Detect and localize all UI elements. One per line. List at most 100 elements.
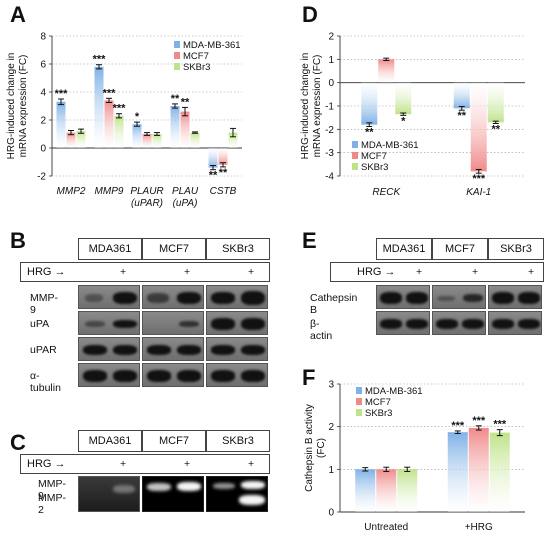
y-tick-label: 0 bbox=[328, 78, 334, 89]
bar bbox=[395, 82, 412, 115]
y-tick-label: 0 bbox=[328, 508, 334, 519]
blot-b-hrg-label: HRG → bbox=[27, 266, 66, 278]
blot-b-lane-mcf7: MCF7 bbox=[142, 238, 206, 260]
legend-label: MDA-MB-361 bbox=[361, 140, 419, 151]
bar bbox=[152, 134, 162, 148]
significance-label: ** bbox=[209, 170, 218, 182]
panel-letter-d: D bbox=[302, 2, 318, 27]
blot-e-strip bbox=[432, 285, 486, 309]
blot-e-plus-2: + bbox=[472, 266, 479, 278]
blot-c-plus-1: + bbox=[120, 458, 127, 470]
significance-label: * bbox=[401, 115, 406, 127]
legend-swatch bbox=[352, 152, 358, 159]
blot-c-plus-3: + bbox=[248, 458, 255, 470]
category-label: MMP2 bbox=[57, 186, 86, 197]
y-tick-label: 2 bbox=[40, 116, 46, 127]
blot-c-hrg-label: HRG → bbox=[27, 458, 66, 470]
significance-label: *** bbox=[113, 103, 127, 115]
blot-c-row-mmp2: MMP-2 bbox=[38, 492, 66, 516]
blot-e-lane-mda361: MDA361 bbox=[376, 238, 432, 260]
significance-label: ** bbox=[219, 167, 228, 179]
blot-b-strip bbox=[142, 363, 204, 387]
blot-b-strip bbox=[78, 285, 140, 309]
blot-c-strip bbox=[142, 476, 204, 512]
bar bbox=[76, 131, 86, 148]
category-label: KAI-1 bbox=[466, 187, 491, 198]
bar bbox=[56, 101, 66, 148]
y-axis-label: HRG-induced change in bbox=[6, 53, 17, 160]
panel-letter-e: E bbox=[302, 228, 317, 253]
y-axis-label: mRNA expression (FC) bbox=[312, 55, 323, 158]
legend-label: MDA-MB-361 bbox=[365, 386, 423, 397]
significance-label: ** bbox=[457, 110, 466, 122]
significance-label: ** bbox=[365, 127, 374, 139]
legend-swatch bbox=[352, 163, 358, 170]
significance-label: *** bbox=[103, 87, 117, 99]
y-tick-label: 1 bbox=[328, 55, 334, 66]
significance-label: * bbox=[135, 111, 140, 123]
blot-b-plus-3: + bbox=[248, 266, 255, 278]
legend-swatch bbox=[356, 409, 362, 416]
significance-label: *** bbox=[472, 415, 486, 427]
blot-b-strip bbox=[206, 337, 268, 361]
category-label: Untreated bbox=[364, 522, 408, 533]
bar bbox=[180, 111, 190, 148]
legend-label: MCF7 bbox=[365, 397, 391, 408]
bar bbox=[114, 115, 124, 148]
blot-c-lane-mda361: MDA361 bbox=[78, 430, 142, 452]
blot-e-hrg-label: HRG → bbox=[357, 266, 396, 278]
blot-b-row-tubulin: α-tubulin bbox=[30, 370, 61, 394]
category-label: MMP9 bbox=[95, 186, 124, 197]
category-label: CSTB bbox=[210, 186, 237, 197]
significance-label: *** bbox=[451, 420, 465, 432]
blot-b-strip bbox=[206, 363, 268, 387]
chart-d-mrna-expression: -4 -3 -2 -1 0 1 2 HRG-induced change in mRNA exp… bbox=[300, 32, 525, 198]
category-label: PLAUR bbox=[130, 186, 163, 197]
bar bbox=[142, 134, 152, 148]
legend-label: MCF7 bbox=[361, 151, 387, 162]
bar bbox=[228, 132, 238, 148]
legend-label: SKBr3 bbox=[365, 408, 392, 419]
bar bbox=[376, 469, 397, 512]
blot-e-hrg-row: HRG → bbox=[330, 262, 544, 282]
blot-b-lane-mda361: MDA361 bbox=[78, 238, 142, 260]
y-tick-label: 8 bbox=[40, 32, 46, 43]
y-tick-label: -3 bbox=[325, 148, 334, 159]
panel-letter-b: B bbox=[10, 228, 26, 253]
bar bbox=[104, 100, 114, 148]
blot-c-hrg-row: HRG → bbox=[20, 454, 270, 474]
blot-e-lane-mcf7: MCF7 bbox=[432, 238, 488, 260]
blot-b-hrg-row: HRG → bbox=[20, 262, 270, 282]
bar bbox=[453, 82, 470, 109]
legend-label: MDA-MB-361 bbox=[183, 40, 241, 51]
blot-e-strip bbox=[488, 311, 542, 335]
significance-label: *** bbox=[472, 173, 486, 185]
y-tick-label: -4 bbox=[325, 172, 334, 183]
chart-a-mrna-expression: -2 0 2 4 6 8 HRG-induced change in mRNA express… bbox=[6, 32, 242, 209]
y-tick-label: 0 bbox=[40, 144, 46, 155]
panel-letter-f: F bbox=[302, 365, 316, 390]
y-tick-label: 6 bbox=[40, 60, 46, 71]
y-tick-label: -2 bbox=[37, 172, 46, 183]
bar bbox=[132, 124, 142, 148]
category-label: (uPA) bbox=[173, 198, 198, 209]
bar bbox=[218, 148, 228, 165]
bar bbox=[94, 66, 104, 148]
y-tick-label: 1 bbox=[328, 465, 334, 476]
legend-label: SKBr3 bbox=[183, 62, 210, 73]
bar bbox=[208, 148, 218, 168]
bar bbox=[66, 132, 76, 148]
category-label: (uPAR) bbox=[131, 198, 163, 209]
category-label: +HRG bbox=[465, 522, 493, 533]
blot-b-strip bbox=[142, 337, 204, 361]
y-tick-label: -2 bbox=[325, 125, 334, 136]
blot-b-row-mmp9: MMP-9 bbox=[30, 292, 58, 316]
y-axis-label: Cathepsin B activity bbox=[304, 404, 315, 492]
y-tick-label: 2 bbox=[328, 32, 334, 43]
bar bbox=[489, 432, 510, 512]
bar bbox=[355, 469, 376, 512]
blot-c-strip bbox=[206, 476, 268, 512]
bar bbox=[487, 82, 504, 123]
blot-c-strip bbox=[78, 476, 140, 512]
y-tick-label: 3 bbox=[328, 380, 334, 391]
